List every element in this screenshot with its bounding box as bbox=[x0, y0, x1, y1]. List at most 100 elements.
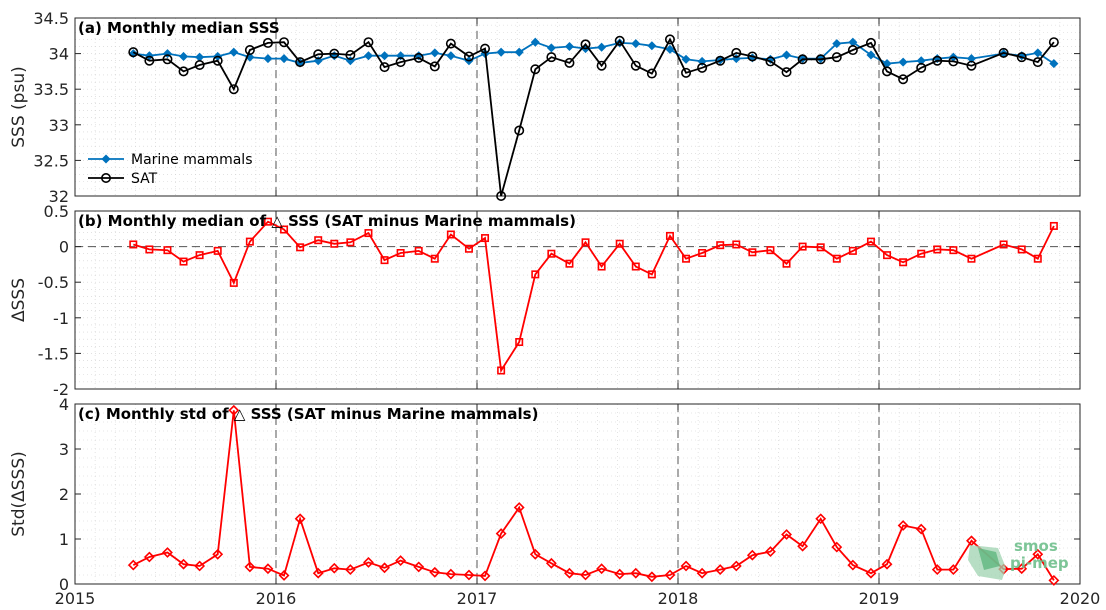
data-point bbox=[515, 338, 524, 347]
data-point bbox=[898, 74, 909, 85]
data-point bbox=[229, 47, 239, 57]
y-tick-label: -0.5 bbox=[38, 273, 69, 292]
smos-pi-mep-logo: smos pi-mep bbox=[968, 537, 1069, 580]
data-point bbox=[765, 56, 776, 67]
y-axis-label: ΔSSS bbox=[9, 278, 29, 322]
data-point bbox=[228, 404, 240, 416]
data-point bbox=[545, 557, 557, 569]
data-point bbox=[396, 51, 406, 61]
series-line bbox=[132, 410, 1055, 581]
data-point bbox=[244, 45, 255, 56]
panel-b: -2 -1.5 -1 -0.5 0 0.5 ΔSSS (b) Monthly median o… bbox=[9, 202, 1081, 399]
data-point bbox=[1017, 245, 1026, 254]
data-point bbox=[581, 238, 590, 247]
data-point bbox=[766, 246, 775, 255]
data-point bbox=[162, 54, 173, 65]
logo-shape-icon bbox=[968, 545, 1006, 580]
data-point bbox=[481, 234, 490, 243]
panel-title: (c) Monthly std of △ SSS (SAT minus Mari… bbox=[78, 405, 538, 423]
data-point bbox=[731, 47, 742, 58]
data-point bbox=[665, 44, 675, 54]
data-point bbox=[680, 560, 692, 572]
data-point bbox=[714, 564, 726, 576]
data-point bbox=[262, 37, 273, 48]
data-point bbox=[547, 249, 556, 258]
data-point bbox=[396, 249, 405, 258]
data-point bbox=[464, 244, 473, 253]
data-point bbox=[1032, 548, 1044, 560]
data-point bbox=[363, 51, 373, 61]
data-point bbox=[364, 229, 373, 238]
data-point bbox=[917, 249, 926, 258]
data-point bbox=[697, 56, 707, 66]
grid bbox=[75, 211, 1080, 389]
data-point bbox=[697, 62, 708, 73]
data-point bbox=[815, 54, 826, 65]
data-point bbox=[966, 535, 977, 547]
data-point bbox=[344, 564, 356, 576]
data-point bbox=[815, 513, 827, 525]
x-tick-label: 2017 bbox=[457, 589, 498, 608]
data-point bbox=[682, 254, 691, 263]
data-point bbox=[294, 513, 306, 525]
data-point bbox=[363, 37, 374, 48]
data-point bbox=[429, 566, 441, 578]
data-point bbox=[798, 242, 807, 251]
data-point bbox=[212, 548, 224, 560]
data-point bbox=[245, 237, 254, 246]
data-point bbox=[866, 50, 876, 60]
data-point bbox=[646, 571, 658, 583]
legend-label: SAT bbox=[131, 171, 158, 187]
data-point bbox=[966, 60, 977, 71]
data-point bbox=[681, 67, 692, 78]
data-point bbox=[514, 47, 524, 57]
y-tick-label: 4 bbox=[59, 395, 69, 414]
data-point bbox=[866, 237, 875, 246]
data-point bbox=[832, 254, 841, 263]
data-point bbox=[881, 558, 893, 570]
x-tick-label: 2015 bbox=[55, 589, 96, 608]
data-point bbox=[664, 34, 675, 45]
y-tick-label: 1 bbox=[59, 530, 69, 549]
series-delta-sss bbox=[129, 217, 1058, 375]
y-tick-label: 33.5 bbox=[33, 80, 69, 99]
panel-a: 32 32.5 33 33.5 34 34.5 SSS (psu) (a) Monthly m… bbox=[9, 9, 1081, 206]
data-point bbox=[967, 254, 976, 263]
data-point bbox=[178, 558, 189, 570]
data-point bbox=[831, 541, 843, 553]
data-point bbox=[998, 47, 1009, 58]
data-point bbox=[597, 42, 607, 52]
data-point bbox=[882, 66, 893, 77]
data-point bbox=[999, 240, 1008, 249]
data-point bbox=[647, 41, 657, 51]
data-point bbox=[564, 57, 575, 68]
data-point bbox=[212, 55, 223, 66]
data-point bbox=[194, 59, 205, 70]
y-tick-label: 0 bbox=[59, 575, 69, 594]
data-point bbox=[128, 47, 139, 58]
data-point bbox=[696, 567, 708, 579]
data-point bbox=[631, 262, 640, 271]
logo-line1: smos bbox=[1014, 537, 1058, 555]
data-point bbox=[314, 236, 323, 245]
data-point bbox=[496, 191, 507, 202]
data-point bbox=[797, 540, 809, 552]
data-point bbox=[647, 270, 656, 279]
data-point bbox=[816, 243, 825, 252]
y-axis-label: SSS (psu) bbox=[9, 66, 29, 147]
data-point bbox=[279, 37, 290, 48]
data-point bbox=[782, 50, 792, 60]
y-tick-label: 32 bbox=[49, 187, 69, 206]
data-point bbox=[782, 259, 791, 268]
data-point bbox=[179, 51, 189, 61]
data-point bbox=[596, 563, 608, 575]
legend-label: Marine mammals bbox=[131, 152, 253, 168]
data-point bbox=[429, 61, 440, 72]
y-tick-label: 0.5 bbox=[44, 202, 69, 221]
data-point bbox=[430, 48, 440, 58]
data-point bbox=[865, 37, 876, 48]
data-point bbox=[263, 54, 273, 64]
data-point bbox=[380, 51, 390, 61]
data-point bbox=[380, 256, 389, 265]
